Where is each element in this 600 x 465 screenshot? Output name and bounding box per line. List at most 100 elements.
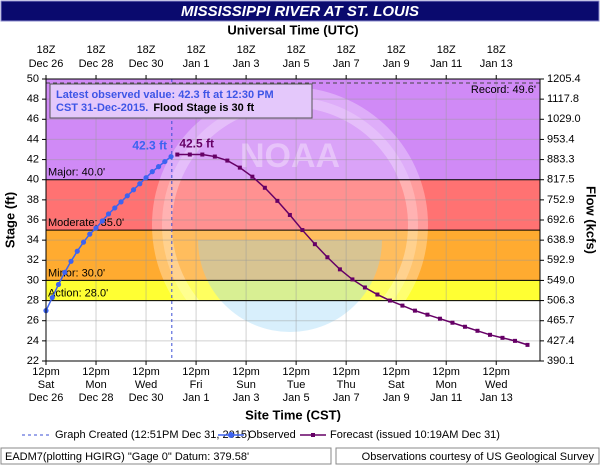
observed-point — [143, 175, 149, 181]
flood-label: Moderate: 35.0' — [48, 217, 124, 229]
x2-tick-label: Jan 13 — [480, 58, 513, 70]
forecast-point — [525, 342, 530, 347]
y2-tick-label: 817.5 — [547, 174, 575, 186]
forecast-point — [462, 324, 467, 329]
forecast-point — [275, 198, 280, 203]
forecast-point — [375, 292, 380, 297]
info-text: Flood Stage is 30 ft — [153, 102, 254, 114]
info-text: Latest observed value: 42.3 ft at 12:30 … — [56, 89, 274, 101]
y2-tick-label: 592.9 — [547, 254, 575, 266]
x-tick-label: Dec 30 — [129, 392, 164, 404]
y-tick-label: 44 — [27, 133, 39, 145]
observed-point — [112, 205, 118, 211]
footer-box — [0, 447, 332, 465]
observed-point — [149, 169, 155, 175]
x-tick-label: Jan 13 — [480, 392, 513, 404]
x-tick-label: Jan 11 — [430, 392, 462, 404]
observed-point — [74, 248, 80, 254]
y2-axis-title: Flow (kcfs) — [584, 186, 599, 254]
y-tick-label: 26 — [27, 315, 39, 327]
observed-point — [87, 231, 93, 237]
y-tick-label: 34 — [27, 234, 39, 246]
x2-tick-label: Jan 1 — [183, 58, 210, 70]
watermark-text: NOAA — [240, 137, 340, 175]
forecast-point — [187, 152, 192, 157]
observed-point — [124, 193, 130, 199]
y2-tick-label: 638.9 — [547, 234, 575, 246]
forecast-point — [175, 152, 180, 157]
x2-tick-label: Jan 11 — [430, 58, 462, 70]
y2-tick-label: 1205.4 — [547, 73, 581, 85]
x2-tick-label: Dec 30 — [129, 58, 164, 70]
legend-label: Forecast (issued 10:19AM Dec 31) — [330, 429, 500, 441]
observed-point — [137, 181, 143, 187]
y-tick-label: 36 — [27, 214, 39, 226]
y2-tick-label: 1029.0 — [547, 113, 581, 125]
forecast-point — [350, 277, 355, 282]
x2-tick-label: Jan 5 — [283, 58, 310, 70]
footer-left: EADM7(plotting HGIRG) "Gage 0" Datum: 37… — [5, 451, 249, 463]
y2-tick-label: 549.0 — [547, 274, 575, 286]
x2-tick-label: Jan 9 — [383, 58, 410, 70]
x-tick-label: Mon — [85, 379, 106, 391]
y2-tick-label: 465.7 — [547, 315, 575, 327]
peak-label: 42.3 ft — [132, 139, 167, 153]
forecast-point — [287, 212, 292, 217]
forecast-point — [312, 242, 317, 247]
x2-tick-label: 18Z — [487, 44, 506, 56]
forecast-point — [437, 316, 442, 321]
forecast-point — [400, 303, 405, 308]
forecast-point — [225, 158, 230, 163]
y-tick-label: 38 — [27, 194, 39, 206]
x2-tick-label: 18Z — [287, 44, 306, 56]
x2-axis-title: Universal Time (UTC) — [227, 22, 358, 37]
x2-tick-label: Jan 7 — [333, 58, 360, 70]
forecast-point — [325, 255, 330, 260]
x2-tick-label: 18Z — [387, 44, 406, 56]
forecast-point — [250, 174, 255, 179]
forecast-point — [212, 154, 217, 159]
y-tick-label: 48 — [27, 93, 39, 105]
forecast-point — [475, 328, 480, 333]
x-tick-label: Jan 1 — [183, 392, 210, 404]
observed-point — [80, 239, 87, 245]
observed-point — [130, 187, 137, 193]
observed-point — [118, 199, 124, 205]
flood-label: Minor: 30.0' — [48, 267, 105, 279]
title-bar — [0, 0, 600, 22]
x2-tick-label: 18Z — [137, 44, 156, 56]
forecast-point — [300, 228, 305, 233]
forecast-point — [487, 332, 492, 337]
x2-tick-label: Dec 28 — [79, 58, 114, 70]
x-tick-label: Jan 9 — [383, 392, 410, 404]
info-text: CST 31-Dec-2015. — [56, 102, 148, 114]
flood-label: Major: 40.0' — [48, 167, 105, 179]
y-tick-label: 22 — [27, 355, 39, 367]
x-tick-label: Wed — [135, 379, 157, 391]
x-tick-label: Dec 28 — [79, 392, 114, 404]
y2-tick-label: 427.4 — [547, 335, 575, 347]
observed-point — [55, 281, 62, 288]
y-tick-label: 32 — [27, 254, 39, 266]
x-tick-label: 12pm — [482, 366, 510, 378]
forecast-point — [512, 338, 517, 343]
observed-point — [93, 225, 99, 231]
x-tick-label: 12pm — [82, 366, 110, 378]
x-tick-label: 12pm — [182, 366, 210, 378]
watermark — [198, 240, 382, 332]
x-tick-label: Jan 5 — [283, 392, 310, 404]
x-tick-label: Thu — [337, 379, 356, 391]
x2-tick-label: 18Z — [237, 44, 256, 56]
y-tick-label: 42 — [27, 153, 39, 165]
x2-tick-label: Jan 3 — [233, 58, 260, 70]
x-axis-title: Site Time (CST) — [245, 407, 341, 422]
y-tick-label: 30 — [27, 274, 39, 286]
observed-point — [99, 218, 105, 224]
y-tick-label: 40 — [27, 174, 39, 186]
observed-point — [105, 211, 112, 217]
forecast-point — [387, 298, 392, 303]
y2-tick-label: 1117.8 — [547, 93, 579, 105]
x-tick-label: Tue — [287, 379, 306, 391]
flood-band — [46, 280, 540, 301]
